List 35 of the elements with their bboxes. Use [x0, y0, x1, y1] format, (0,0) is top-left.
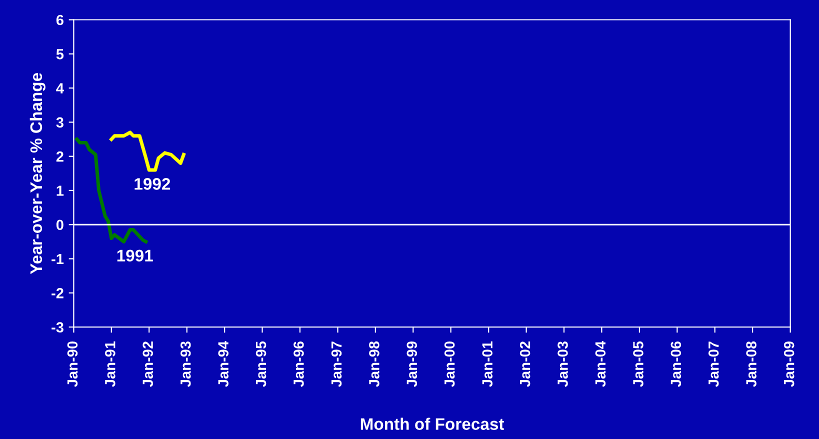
line-series	[110, 130, 186, 172]
x-tick-label: Jan-06	[670, 341, 682, 387]
x-tick-label: Jan-92	[142, 342, 154, 387]
series-label: 1991	[117, 250, 153, 262]
y-axis-title: Year-over-Year % Change	[30, 72, 46, 274]
y-tick-label: 1	[56, 186, 64, 196]
series-label: 1992	[134, 178, 170, 190]
y-tick-label: -1	[52, 254, 64, 264]
y-tick-label: -2	[52, 288, 64, 298]
x-tick-label: Jan-90	[67, 342, 78, 387]
y-tick-label: 0	[56, 220, 64, 230]
x-tick-label: Jan-01	[482, 341, 493, 387]
y-tick-label: 6	[56, 14, 64, 26]
x-tick-label: Jan-99	[406, 341, 418, 387]
y-tick-label: 4	[56, 83, 64, 94]
x-tick-label: Jan-05	[633, 341, 644, 387]
x-tick-label: Jan-96	[294, 341, 304, 387]
x-axis-title: Month of Forecast	[360, 418, 504, 430]
x-tick-label: Jan-95	[256, 341, 266, 387]
y-tick-label: -3	[52, 322, 64, 333]
x-tick-label: Jan-00	[444, 342, 455, 387]
x-tick-label: Jan-08	[746, 341, 756, 387]
x-tick-label: Jan-03	[558, 341, 568, 387]
x-tick-label: Jan-02	[520, 342, 530, 387]
x-tick-label: Jan-04	[595, 341, 606, 387]
x-tick-label: Jan-94	[218, 341, 228, 387]
x-tick-label: Jan-98	[369, 341, 380, 387]
x-tick-label: Jan-07	[708, 342, 719, 387]
y-tick-label: 2	[56, 151, 64, 162]
x-tick-label: Jan-09	[784, 341, 794, 387]
y-tick-label: 3	[56, 117, 64, 128]
x-tick-label: Jan-97	[331, 342, 342, 387]
y-tick-label: 5	[56, 49, 64, 60]
x-tick-label: Jan-91	[104, 341, 116, 387]
x-tick-label: Jan-93	[180, 341, 191, 387]
